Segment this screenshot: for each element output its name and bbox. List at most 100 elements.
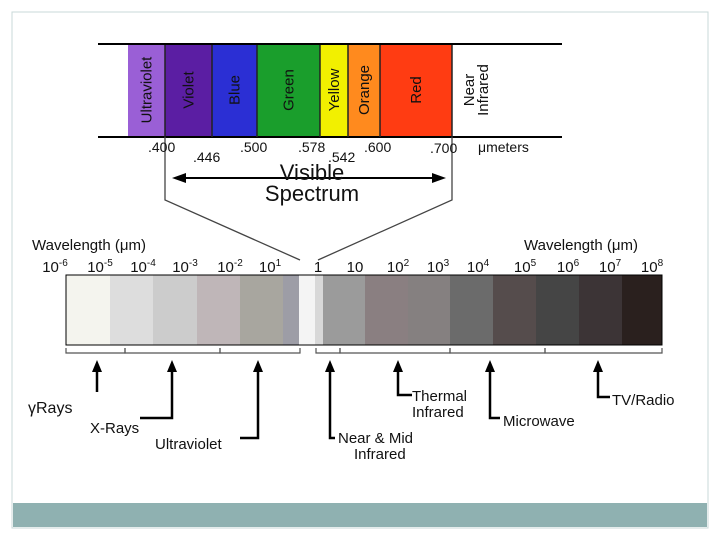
spectrum-segment bbox=[622, 275, 662, 345]
wavelength-tick: .400 bbox=[148, 139, 175, 155]
band-label: Violet bbox=[181, 71, 198, 109]
region-arrow bbox=[596, 368, 610, 399]
region-arrow bbox=[240, 368, 260, 440]
scale-label: 108 bbox=[641, 258, 664, 276]
scale-exponent: -6 bbox=[59, 258, 68, 269]
arrow-head bbox=[485, 360, 495, 372]
scale-exponent: 6 bbox=[574, 258, 580, 269]
scale-base: 10 bbox=[259, 259, 276, 276]
scale-base: 10 bbox=[42, 259, 59, 276]
wavelength-tick: .578 bbox=[298, 139, 325, 155]
spectrum-segment bbox=[493, 275, 536, 345]
wavelength-tick: .542 bbox=[328, 149, 355, 165]
scale-base: 10 bbox=[172, 259, 189, 276]
band-label: Blue bbox=[227, 75, 244, 105]
scale-label: 10-3 bbox=[172, 258, 198, 276]
scale-label: 101 bbox=[259, 258, 282, 276]
band-label: Infrared bbox=[475, 64, 492, 116]
bracket bbox=[219, 348, 301, 354]
scale-label: 107 bbox=[599, 258, 622, 276]
arrow-head bbox=[393, 360, 403, 372]
scale-exponent: 2 bbox=[404, 258, 410, 269]
spectrum-segment bbox=[240, 275, 283, 345]
spectrum-segment bbox=[110, 275, 153, 345]
band-label: Green bbox=[281, 69, 298, 111]
scale-label: 1 bbox=[314, 259, 322, 276]
scale-base: 10 bbox=[641, 259, 658, 276]
scale-base: 10 bbox=[130, 259, 147, 276]
spectrum-segment bbox=[153, 275, 197, 345]
scale-exponent: 1 bbox=[276, 258, 282, 269]
scale-base: 10 bbox=[557, 259, 574, 276]
axis-label: Wavelength (μm) bbox=[32, 237, 146, 254]
bracket bbox=[544, 348, 663, 354]
wavelength-tick: .446 bbox=[193, 149, 220, 165]
scale-base: 10 bbox=[87, 259, 104, 276]
connector-left bbox=[164, 137, 301, 261]
arrow-head bbox=[325, 360, 335, 372]
region-arrow bbox=[396, 368, 412, 397]
spectrum-segment bbox=[299, 275, 315, 345]
scale-exponent: -5 bbox=[104, 258, 113, 269]
scale-exponent: -4 bbox=[147, 258, 156, 269]
color-band bbox=[320, 45, 348, 136]
visible-connectors bbox=[164, 137, 453, 261]
spectrum-segment bbox=[579, 275, 622, 345]
color-band bbox=[380, 45, 452, 136]
band-label: Yellow bbox=[326, 68, 343, 111]
region-label: Microwave bbox=[503, 413, 575, 430]
scale-label: 10-2 bbox=[217, 258, 243, 276]
caption: Visible bbox=[280, 160, 344, 185]
band-label: Red bbox=[408, 76, 425, 104]
band-label: Near bbox=[461, 74, 478, 107]
region-arrow bbox=[140, 368, 174, 420]
color-band bbox=[128, 45, 165, 136]
color-band bbox=[165, 45, 212, 136]
region-arrow bbox=[328, 368, 335, 440]
region-label: γRays bbox=[28, 400, 72, 417]
caption: Spectrum bbox=[265, 181, 359, 206]
color-band bbox=[212, 45, 257, 136]
spectrum-segment bbox=[536, 275, 579, 345]
arrow-head bbox=[92, 360, 102, 372]
spectrum-segment bbox=[315, 275, 323, 345]
scale-label: 105 bbox=[514, 258, 537, 276]
region-label: Infrared bbox=[354, 446, 406, 463]
spectrum-segment bbox=[66, 275, 110, 345]
band-label: Orange bbox=[356, 65, 373, 115]
footer-bar bbox=[13, 503, 707, 527]
scale-exponent: 3 bbox=[444, 258, 450, 269]
scale-exponent: 5 bbox=[531, 258, 537, 269]
scale-exponent: -2 bbox=[234, 258, 243, 269]
scale-base: 10 bbox=[514, 259, 531, 276]
spectrum-bar-frame bbox=[65, 274, 663, 346]
region-label: Infrared bbox=[412, 404, 464, 421]
region-arrow bbox=[488, 368, 500, 420]
scale-base: 10 bbox=[387, 259, 404, 276]
scale-base: 10 bbox=[217, 259, 234, 276]
scale-label: 103 bbox=[427, 258, 450, 276]
spectrum-segment bbox=[197, 275, 240, 345]
band-label: Ultraviolet bbox=[139, 56, 156, 124]
arrow-head bbox=[593, 360, 603, 372]
arrow-head bbox=[167, 360, 177, 372]
region-label: X-Rays bbox=[90, 420, 139, 437]
spectrum-segment bbox=[408, 275, 450, 345]
scale-label: 10 bbox=[347, 259, 364, 276]
scale-label: 10-4 bbox=[130, 258, 156, 276]
scale-base: 10 bbox=[599, 259, 616, 276]
arrow-head bbox=[172, 173, 186, 183]
scale-label: 106 bbox=[557, 258, 580, 276]
region-label: Thermal bbox=[412, 388, 467, 405]
spectrum-segment bbox=[283, 275, 299, 345]
color-band bbox=[452, 45, 500, 136]
region-label: Ultraviolet bbox=[155, 436, 223, 453]
scale-base: 10 bbox=[427, 259, 444, 276]
scale-base: 1 bbox=[314, 259, 322, 276]
arrow-head bbox=[253, 360, 263, 372]
color-band bbox=[348, 45, 380, 136]
wavelength-tick: .600 bbox=[364, 139, 391, 155]
unit-label: μmeters bbox=[478, 139, 529, 155]
spectrum-segment bbox=[323, 275, 365, 345]
